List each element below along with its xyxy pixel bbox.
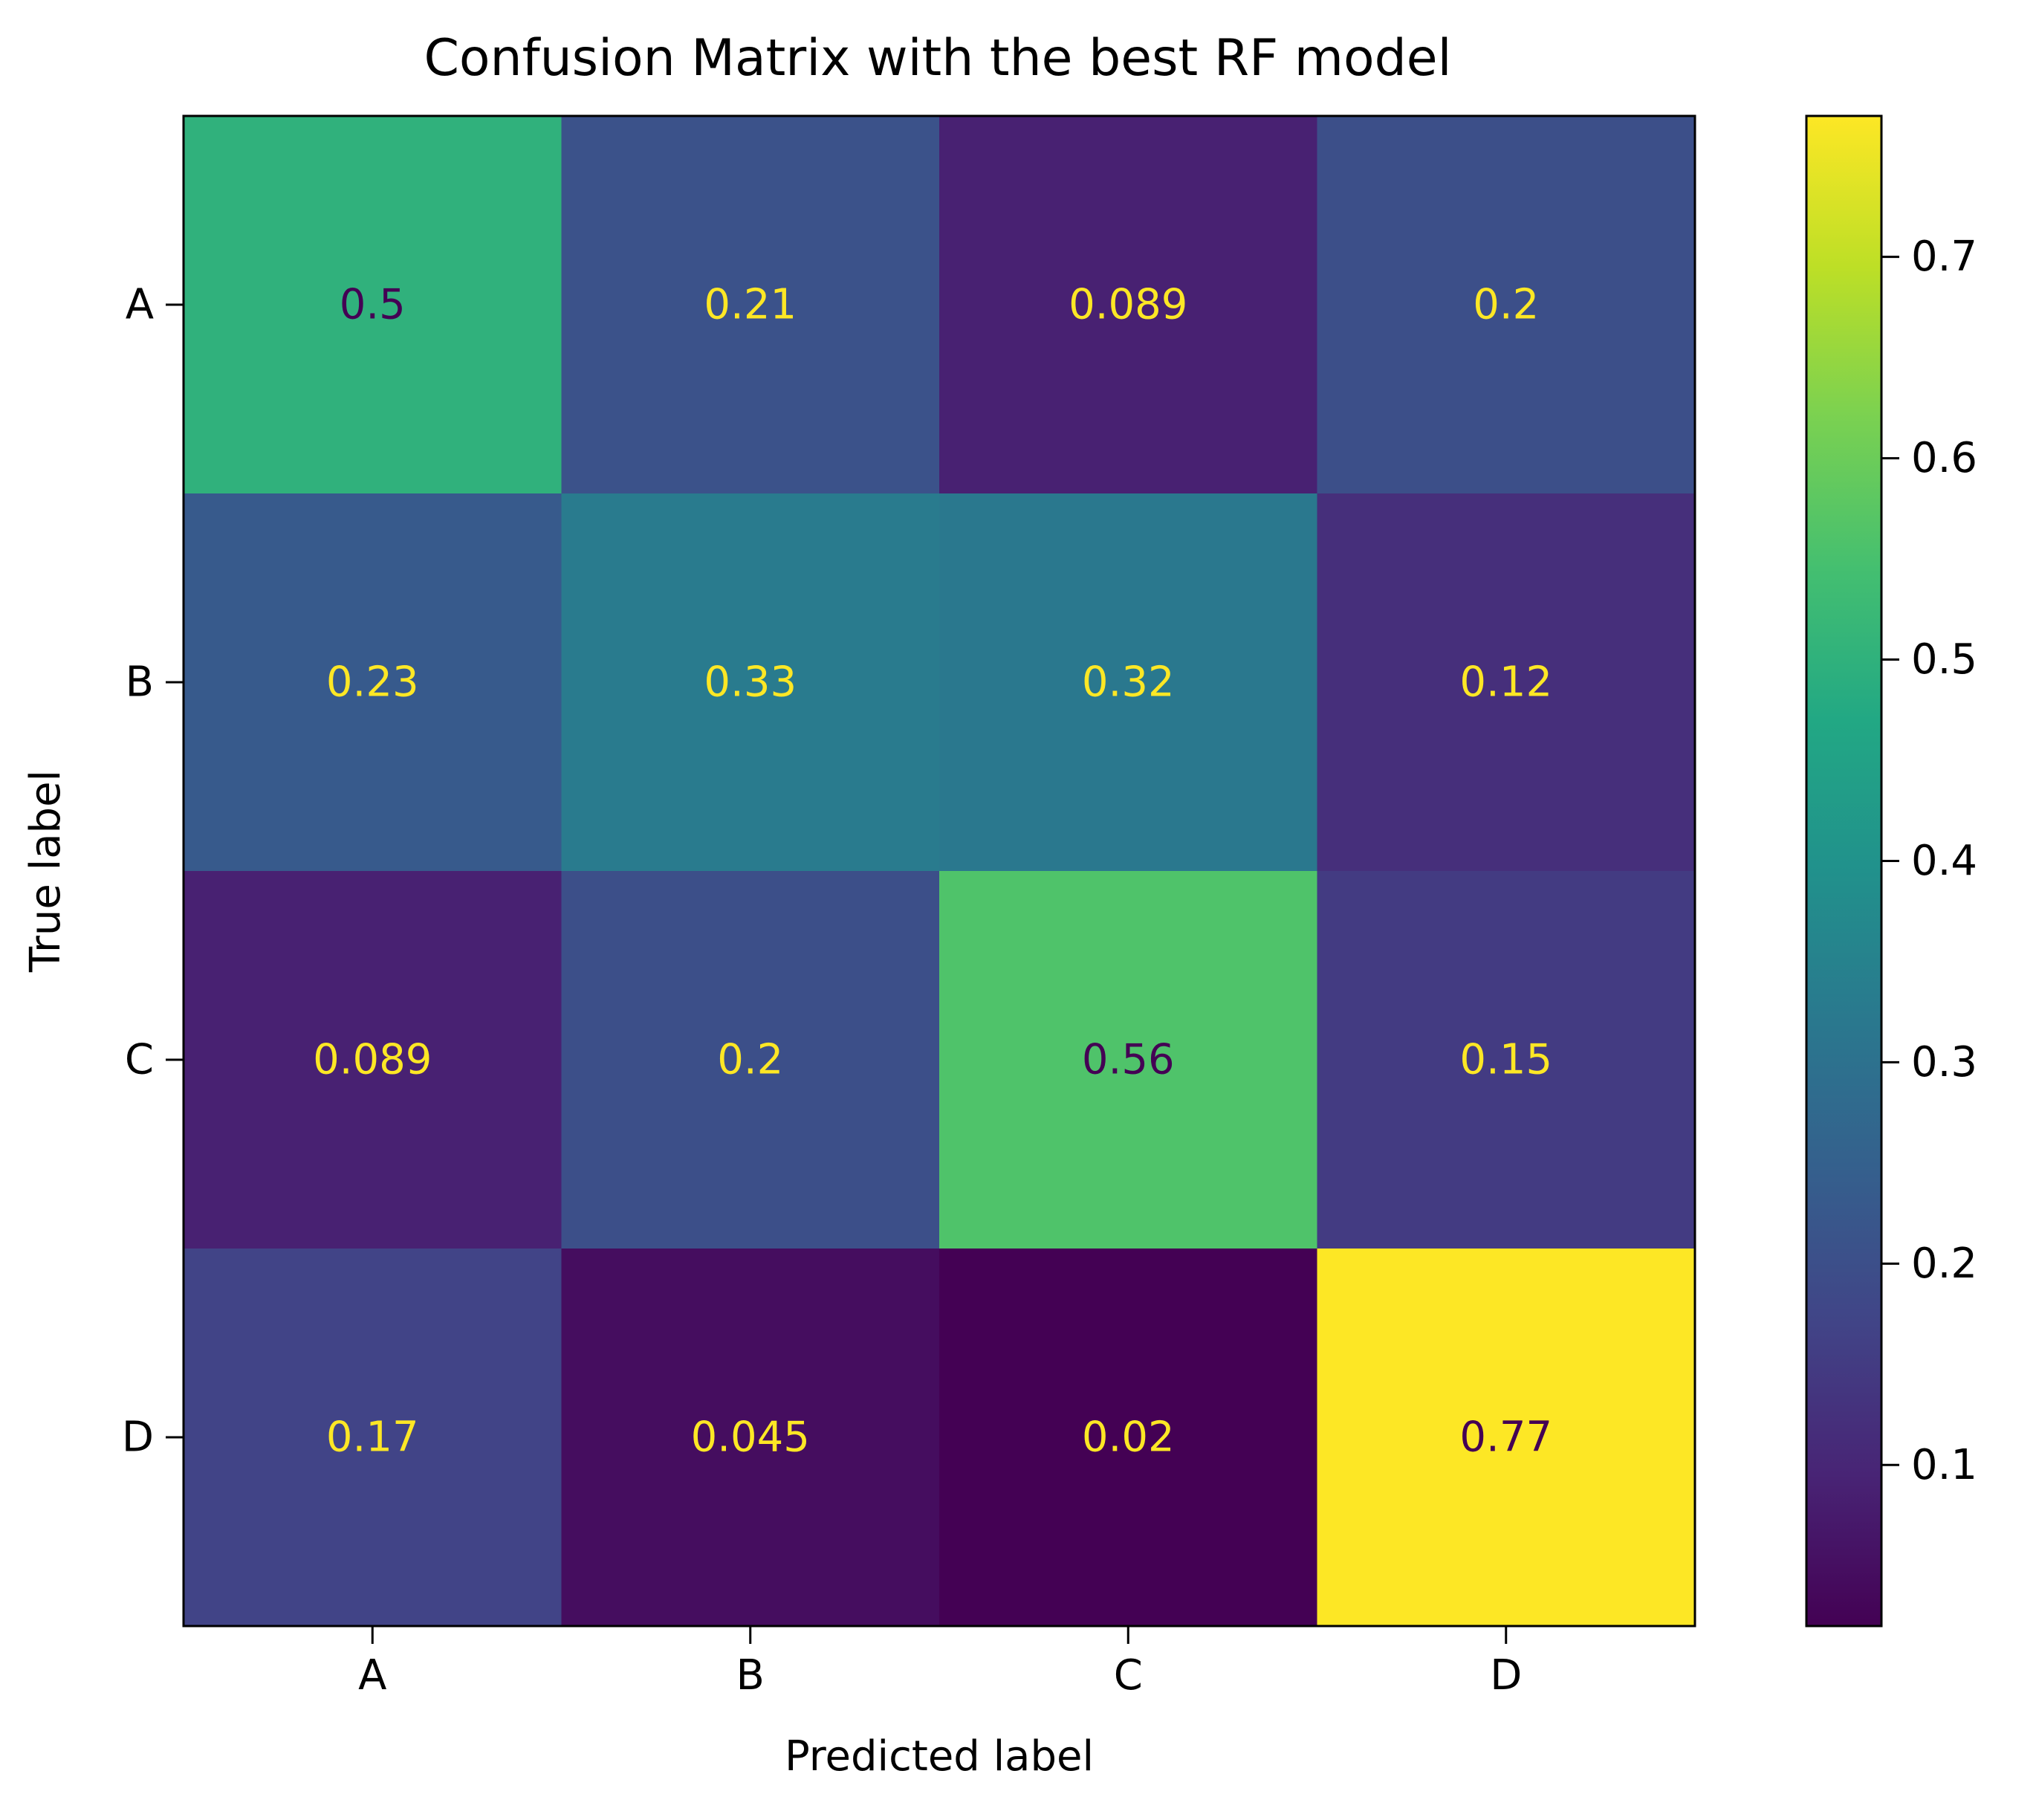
heatmap-cell [184, 493, 563, 872]
colorbar-ticks: 0.1 0.2 0.3 0.4 0.5 0.6 0.7 [1881, 233, 1977, 1489]
y-tick-label: D [122, 1413, 154, 1462]
cell-value-label: 0.02 [1082, 1413, 1175, 1462]
heatmap-cell [1317, 1249, 1696, 1627]
heatmap-cell [939, 871, 1318, 1249]
heatmap-cell [939, 1249, 1318, 1627]
cell-value-label: 0.2 [1473, 281, 1539, 329]
cell-value-label: 0.77 [1459, 1413, 1552, 1462]
cell-value-label: 0.33 [704, 658, 797, 707]
cell-value-label: 0.32 [1082, 658, 1175, 707]
x-tick-label: B [736, 1651, 765, 1700]
cell-value-label: 0.045 [691, 1413, 810, 1462]
cell-value-label: 0.23 [326, 658, 419, 707]
cell-value-label: 0.12 [1459, 658, 1552, 707]
colorbar-tick-label: 0.7 [1911, 233, 1977, 281]
cell-value-label: 0.17 [326, 1413, 419, 1462]
colorbar-tick-label: 0.2 [1911, 1240, 1977, 1288]
cell-value-label: 0.56 [1082, 1036, 1175, 1084]
heatmap-cell [184, 871, 563, 1249]
heatmap-cell [1317, 116, 1696, 494]
colorbar-tick-label: 0.1 [1911, 1441, 1977, 1489]
y-axis-ticks: A B C D [122, 281, 184, 1462]
heatmap-cell [561, 493, 940, 872]
chart-title: Confusion Matrix with the best RF model [424, 29, 1451, 88]
colorbar-tick-label: 0.3 [1911, 1038, 1977, 1087]
heatmap-cell [561, 1249, 940, 1627]
cell-value-label: 0.15 [1459, 1036, 1552, 1084]
heatmap-cell [184, 1249, 563, 1627]
cell-value-label: 0.089 [313, 1036, 432, 1084]
y-axis-label: True label [22, 770, 70, 973]
x-tick-label: C [1114, 1651, 1143, 1700]
colorbar-tick-label: 0.5 [1911, 635, 1977, 684]
y-tick-label: B [126, 658, 154, 707]
heatmap-cell [939, 116, 1318, 494]
heatmap-cell [561, 871, 940, 1249]
x-tick-label: D [1490, 1651, 1522, 1700]
colorbar-tick-label: 0.4 [1911, 837, 1977, 885]
x-axis-ticks: A B C D [358, 1626, 1522, 1700]
cell-value-label: 0.5 [340, 281, 406, 329]
cell-value-labels: 0.5 0.21 0.089 0.2 0.23 0.33 0.32 0.12 0.089 0.2 0… [313, 281, 1552, 1462]
heatmap-cell [939, 493, 1318, 872]
heatmap-cell [561, 116, 940, 494]
heatmap-cells [184, 116, 1696, 1627]
colorbar [1805, 114, 1883, 1628]
colorbar-tick-label: 0.6 [1911, 434, 1977, 482]
cell-value-label: 0.089 [1069, 281, 1187, 329]
cell-value-label: 0.21 [704, 281, 797, 329]
y-tick-label: A [126, 281, 154, 329]
y-tick-label: C [125, 1036, 154, 1084]
x-tick-label: A [358, 1651, 386, 1700]
heatmap-cell [1317, 493, 1696, 872]
heatmap-cell [1317, 871, 1696, 1249]
x-axis-label: Predicted label [785, 1732, 1094, 1781]
heatmap-cell [184, 116, 563, 494]
cell-value-label: 0.2 [717, 1036, 783, 1084]
plot-frame [182, 114, 1696, 1628]
